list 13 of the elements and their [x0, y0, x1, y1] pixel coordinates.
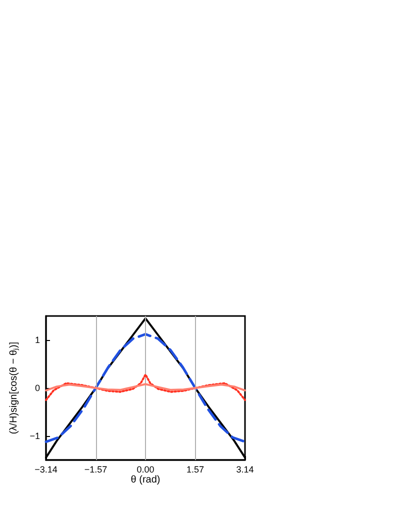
line-series — [45, 374, 246, 401]
x-tick-label: −3.14 — [34, 464, 58, 474]
y-tick-label: 1 — [34, 335, 40, 345]
line-series — [45, 383, 246, 392]
x-tick-label: 1.57 — [186, 464, 204, 474]
x-tick-label: −1.57 — [84, 464, 108, 474]
y-tick-label: −1 — [30, 431, 40, 441]
y-tick-label: 0 — [34, 383, 40, 393]
x-axis-title: θ (rad) — [130, 474, 160, 486]
line-series — [44, 332, 246, 444]
x-tick-label: 3.14 — [236, 464, 254, 474]
x-tick-label: 0.00 — [136, 464, 154, 474]
y-axis-title: (λ/H)sign[cos(θ − θⱼ)] — [8, 342, 20, 434]
